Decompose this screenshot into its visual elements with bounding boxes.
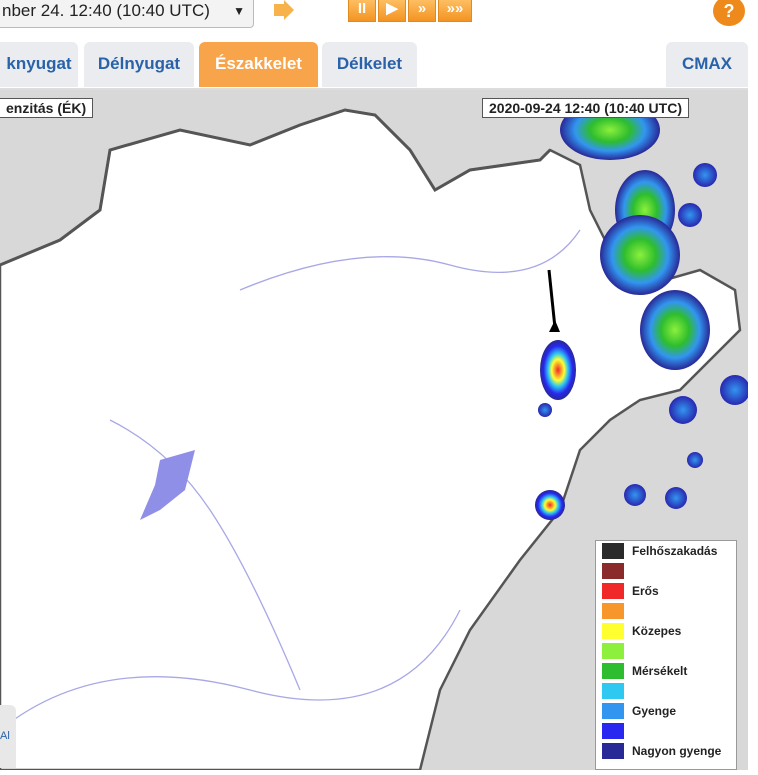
legend-swatch [602, 563, 624, 579]
timestamp-label: 2020-09-24 12:40 (10:40 UTC) [482, 98, 689, 118]
faster-forward-button[interactable]: »» [438, 0, 472, 22]
legend-swatch [602, 603, 624, 619]
rivers [0, 229, 581, 731]
legend-swatch [602, 623, 624, 639]
legend: Felhőszakadás Erős Közepes Mérsékelt Gyenge N… [595, 540, 737, 770]
legend-item [596, 721, 736, 741]
legend-item [596, 641, 736, 661]
legend-item: Felhőszakadás [596, 541, 736, 561]
border-line [0, 108, 552, 267]
arrow-annotation [547, 269, 557, 329]
legend-item [596, 601, 736, 621]
legend-swatch [602, 583, 624, 599]
tab-eszaknyugat[interactable]: knyugat [0, 42, 78, 87]
legend-item: Nagyon gyenge [596, 741, 736, 761]
datetime-value: nber 24. 12:40 (10:40 UTC) [2, 1, 210, 20]
legend-item: Gyenge [596, 701, 736, 721]
next-arrow-icon[interactable] [272, 0, 294, 20]
legend-label: Erős [632, 584, 659, 598]
legend-swatch [602, 643, 624, 659]
lake-balaton [140, 450, 195, 520]
legend-swatch [602, 703, 624, 719]
legend-label: Nagyon gyenge [632, 744, 722, 758]
dropdown-arrow-icon: ▼ [233, 4, 245, 18]
side-tab[interactable]: Al [0, 705, 16, 768]
legend-swatch [602, 723, 624, 739]
storm-cell-south [535, 490, 565, 520]
legend-swatch [602, 743, 624, 759]
legend-label: Közepes [632, 624, 682, 638]
storm-cell [540, 340, 576, 400]
legend-item: Erős [596, 581, 736, 601]
play-button[interactable]: ▶ [378, 0, 406, 22]
fast-forward-button[interactable]: » [408, 0, 436, 22]
legend-label: Gyenge [632, 704, 677, 718]
legend-item: Közepes [596, 621, 736, 641]
tab-cmax[interactable]: CMAX [666, 42, 748, 87]
tab-delnyugat[interactable]: Délnyugat [84, 42, 194, 87]
legend-label: Mérsékelt [632, 664, 688, 678]
legend-label: Felhőszakadás [632, 544, 718, 558]
radar-echoes-weak [538, 163, 750, 509]
legend-item [596, 681, 736, 701]
legend-swatch [602, 683, 624, 699]
legend-item [596, 561, 736, 581]
help-button[interactable]: ? [713, 0, 745, 26]
datetime-select[interactable]: nber 24. 12:40 (10:40 UTC) ▼ [0, 0, 254, 28]
tab-eszakkelet[interactable]: Északkelet [199, 42, 318, 87]
tab-delkelet[interactable]: Délkelet [322, 42, 417, 87]
legend-swatch [602, 663, 624, 679]
product-label: enzitás (ÉK) [0, 98, 94, 118]
pause-button[interactable]: II [348, 0, 376, 22]
legend-swatch [602, 543, 624, 559]
legend-item: Mérsékelt [596, 661, 736, 681]
